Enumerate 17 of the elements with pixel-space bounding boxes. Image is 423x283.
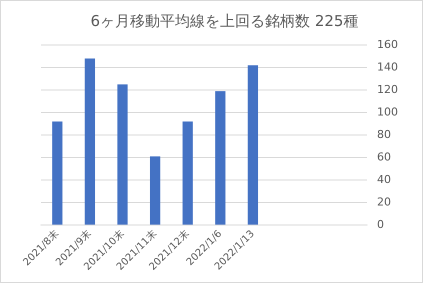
y-tick-label: 140 [377, 60, 398, 74]
bar [52, 122, 62, 225]
bar [84, 58, 96, 225]
y-tick-label: 40 [377, 172, 392, 186]
bar [117, 84, 128, 225]
bar [248, 65, 258, 225]
y-tick-label: 120 [377, 82, 398, 96]
y-tick-label: 160 [377, 38, 398, 51]
chart-title: 6ヶ月移動平均線を上回る銘柄数 225種 [90, 12, 358, 30]
bar [150, 156, 160, 225]
y-tick-label: 60 [377, 150, 392, 164]
y-tick-label: 0 [377, 218, 384, 231]
y-tick-label: 80 [377, 128, 392, 141]
bar [182, 122, 193, 225]
y-tick-label: 100 [377, 105, 398, 118]
bar [215, 91, 226, 225]
y-tick-label: 20 [377, 195, 392, 208]
